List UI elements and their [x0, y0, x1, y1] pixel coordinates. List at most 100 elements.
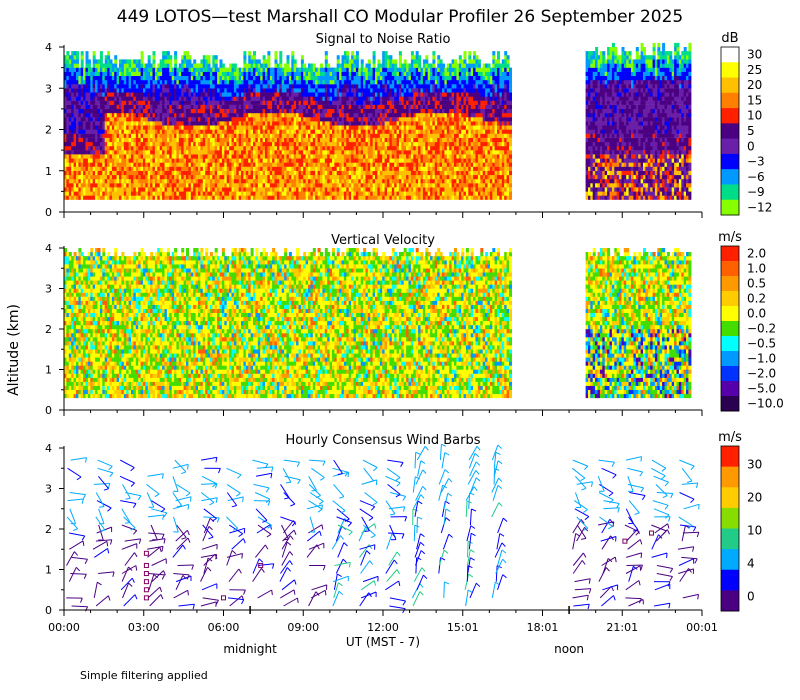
wind-barb [572, 552, 584, 566]
wind-barb [414, 501, 419, 517]
wind-barb [121, 508, 131, 523]
wind-barb [576, 527, 586, 542]
wind-barb [574, 578, 591, 583]
wind-barb [361, 591, 377, 599]
wind-barb [494, 542, 503, 558]
colorbar-level: 0 [747, 590, 755, 604]
wind-barb [651, 534, 659, 550]
colorbar-level: −0.5 [747, 337, 776, 351]
wind-barb [173, 503, 189, 510]
wind-barb [439, 444, 442, 461]
colorbar-swatch [721, 321, 739, 337]
wind-barb [467, 541, 469, 558]
wind-barb [602, 558, 609, 574]
wind-barb [467, 557, 471, 574]
colorbar-level: −6 [747, 170, 765, 184]
colorbar-frame [720, 46, 740, 216]
wind-barb [654, 602, 670, 607]
colorbar-swatch [721, 466, 739, 488]
wind-barb [281, 579, 295, 591]
wind-barb [174, 459, 187, 473]
colorbar-level: 2.0 [747, 247, 766, 261]
wind-barb [359, 544, 376, 550]
wind-barb [310, 589, 326, 599]
wind-barb [600, 536, 617, 542]
wind-barb [628, 566, 634, 582]
wind-barb [464, 574, 470, 590]
wind-barb [574, 500, 588, 511]
wind-barb [283, 492, 296, 505]
wind-barb [656, 573, 673, 577]
colorbar-swatch [721, 108, 739, 124]
wind-barb [120, 500, 137, 504]
wind-barb [95, 539, 112, 542]
wind-barb [121, 565, 137, 574]
wind-barb [172, 476, 179, 492]
wind-barb [333, 575, 349, 583]
wind-barb [124, 538, 141, 542]
colorbar-level: −9 [747, 185, 765, 199]
wind-barb [173, 589, 189, 599]
wind-barb [308, 476, 317, 491]
wind-barb [681, 482, 698, 485]
wind-barb [95, 492, 105, 507]
y-tick-label: 3 [45, 82, 52, 95]
colorbar-level: 10 [747, 524, 762, 538]
colorbar-swatch [721, 291, 739, 307]
wind-barb [200, 492, 215, 503]
colorbar-unit: dB [721, 31, 738, 46]
wind-barb [497, 574, 504, 590]
wind-barb [119, 459, 135, 469]
y-tick-label: 0 [45, 604, 52, 617]
wind-barb [69, 540, 84, 550]
wind-barb [229, 595, 243, 607]
y-tick-label: 1 [45, 165, 52, 178]
wind-barb [678, 558, 694, 566]
wind-barb [682, 531, 699, 534]
colorbar-level: 30 [747, 458, 762, 472]
y-tick-label: 3 [45, 483, 52, 496]
wind-barb [466, 565, 469, 582]
wind-barb [121, 543, 137, 550]
wind-barb [576, 524, 587, 539]
wind-barb [465, 500, 468, 517]
wind-barb [598, 459, 615, 463]
wind-barb [415, 469, 424, 485]
wind-barb [202, 526, 210, 542]
figure-title: 449 LOTOS—test Marshall CO Modular Profi… [117, 7, 683, 27]
x-tick-label: 18:01 [527, 621, 559, 634]
wind-barb [388, 551, 398, 566]
colorbar-level: 0 [747, 139, 755, 153]
wind-barb [625, 580, 640, 591]
wind-barb [677, 546, 694, 550]
wind-barb [598, 521, 614, 526]
wind-barb [576, 481, 593, 485]
wind-barb [359, 508, 374, 519]
wind-barb [201, 583, 217, 591]
wind-barb [309, 459, 326, 462]
wind-barb [151, 508, 167, 514]
wind-barb [337, 542, 345, 558]
wind-barb [603, 507, 620, 510]
wind-barb [148, 532, 165, 535]
wind-barb [252, 558, 260, 574]
colorbar-level: 25 [747, 63, 762, 77]
colorbar-swatch [721, 336, 739, 352]
wind-barb [253, 483, 270, 489]
y-tick-label: 2 [45, 323, 52, 336]
wind-barb [92, 540, 108, 550]
wind-barb [414, 452, 417, 469]
wind-barb [147, 514, 164, 518]
wind-barb [440, 478, 450, 493]
wind-barb [283, 520, 294, 534]
colorbar-frame [720, 445, 740, 612]
wind-barb [651, 552, 668, 558]
wind-barb [601, 519, 611, 534]
calm-marker [143, 550, 149, 556]
colorbar-swatch [721, 47, 739, 63]
wind-barb [469, 583, 477, 599]
wind-barb [438, 484, 444, 501]
wind-barb [417, 460, 422, 477]
wind-barb [66, 516, 79, 530]
